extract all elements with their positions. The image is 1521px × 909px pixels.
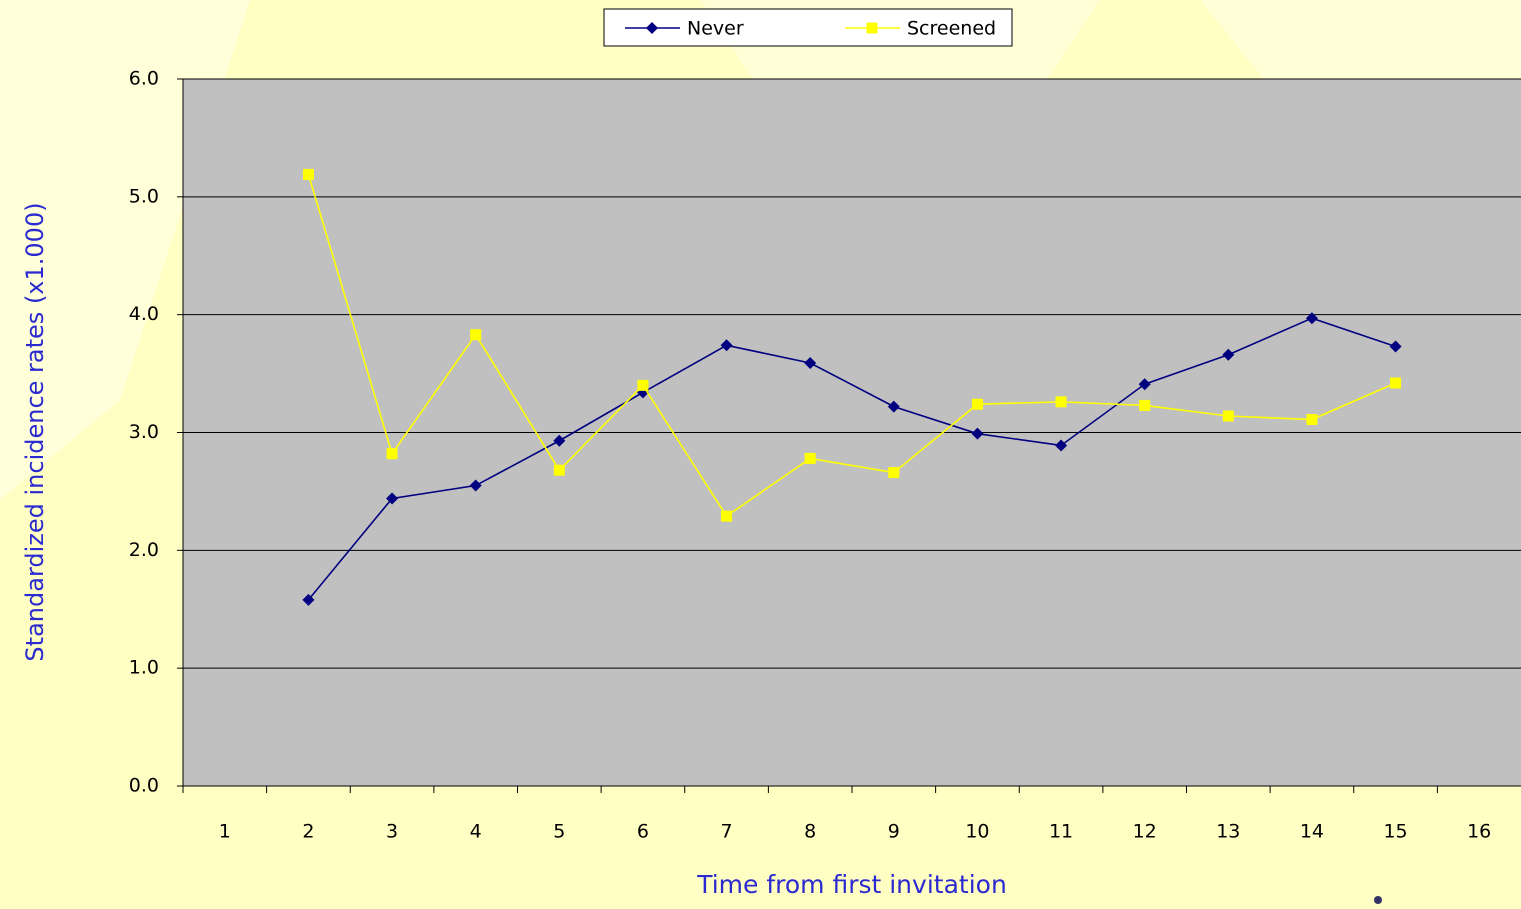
legend-label: Screened <box>907 18 996 40</box>
marker <box>888 467 900 479</box>
x-tick-label: 3 <box>386 821 398 843</box>
x-tick-label: 1 <box>219 821 231 843</box>
marker <box>637 379 649 391</box>
marker <box>721 510 733 522</box>
x-tick-label: 14 <box>1300 821 1324 843</box>
y-tick-label: 5.0 <box>129 185 159 207</box>
legend-label: Never <box>687 18 744 40</box>
marker <box>1055 439 1068 452</box>
y-tick-label: 1.0 <box>129 657 159 679</box>
y-tick-label: 4.0 <box>129 303 159 325</box>
x-tick-label: 13 <box>1216 821 1240 843</box>
marker <box>887 400 900 413</box>
marker <box>469 479 482 492</box>
x-tick-label: 11 <box>1049 821 1073 843</box>
x-tick-label: 8 <box>804 821 816 843</box>
y-axis-label: Standardized incidence rates (x1.000) <box>21 202 49 661</box>
y-tick-label: 3.0 <box>129 421 159 443</box>
marker <box>1222 348 1235 361</box>
marker <box>971 398 983 410</box>
marker <box>1390 377 1402 389</box>
series-line <box>307 174 1396 518</box>
x-tick-label: 10 <box>965 821 989 843</box>
x-tick-label: 6 <box>637 821 649 843</box>
marker <box>1306 414 1318 426</box>
x-tick-label: 16 <box>1467 821 1491 843</box>
marker <box>1305 312 1318 325</box>
x-tick-label: 2 <box>302 821 314 843</box>
marker <box>720 339 733 352</box>
marker <box>386 492 399 505</box>
marker <box>302 593 315 606</box>
x-tick-label: 9 <box>888 821 900 843</box>
series-line <box>307 317 1396 601</box>
marker <box>804 356 817 369</box>
y-tick-label: 0.0 <box>129 775 159 797</box>
marker <box>302 168 314 180</box>
x-tick-label: 15 <box>1383 821 1407 843</box>
x-tick-label: 12 <box>1133 821 1157 843</box>
y-tick-label: 2.0 <box>129 539 159 561</box>
marker <box>1139 399 1151 411</box>
marker <box>646 22 658 34</box>
marker <box>386 448 398 460</box>
marker <box>553 434 566 447</box>
decoration <box>1374 896 1382 904</box>
x-tick-label: 5 <box>553 821 565 843</box>
marker <box>1222 410 1234 422</box>
marker <box>470 329 482 341</box>
marker <box>553 464 565 476</box>
y-tick-label: 6.0 <box>129 68 159 90</box>
x-axis-label: Time from first invitation <box>696 870 1007 899</box>
x-tick-label: 7 <box>721 821 733 843</box>
marker <box>866 22 878 34</box>
marker <box>971 427 984 440</box>
x-tick-label: 4 <box>470 821 482 843</box>
marker <box>1055 396 1067 408</box>
marker <box>1138 378 1151 391</box>
marker <box>1389 340 1402 353</box>
marker <box>804 452 816 464</box>
